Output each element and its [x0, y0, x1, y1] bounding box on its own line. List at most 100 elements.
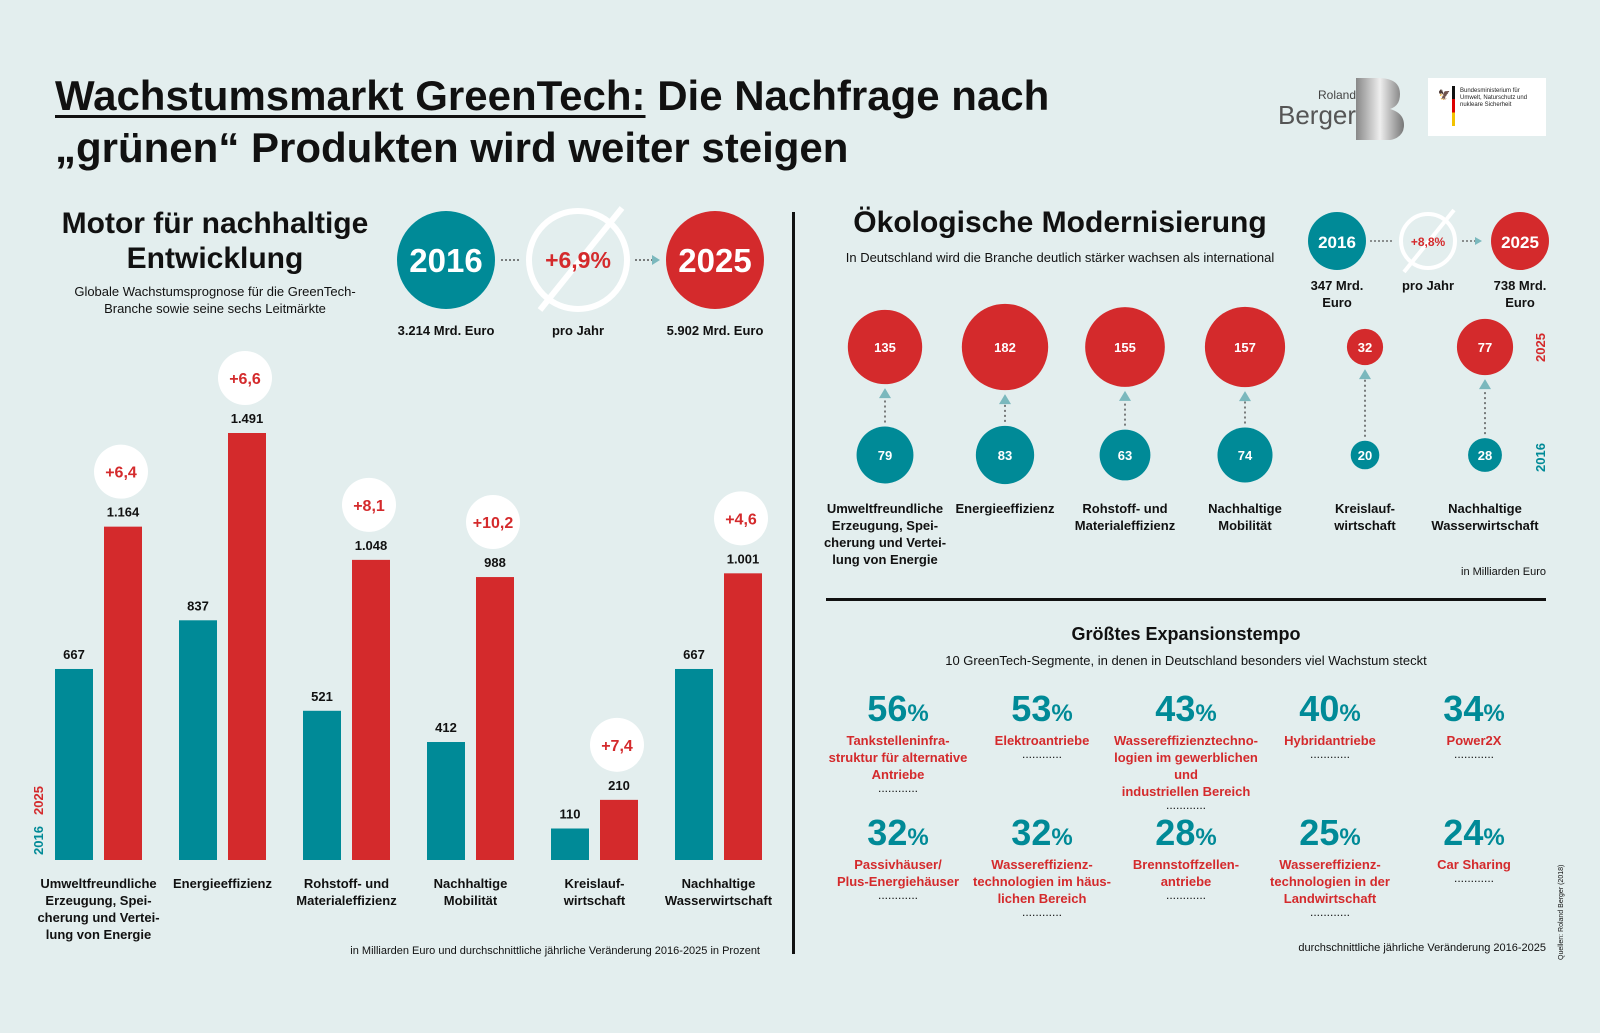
expansion-dots: ............ — [877, 888, 918, 902]
expansion-title: Größtes Expansionstempo — [1071, 624, 1301, 644]
left-growth-slash — [537, 206, 625, 312]
bubble-arrow — [1239, 391, 1251, 402]
page-title: Wachstumsmarkt GreenTech: Die Nachfrage … — [55, 70, 1049, 174]
expansion-dots: ............ — [1165, 798, 1206, 812]
bubble-2025 — [1204, 306, 1286, 388]
bubble-label-2016: 83 — [998, 448, 1012, 463]
expansion-unit: % — [1339, 700, 1361, 727]
expansion-unit: % — [907, 700, 929, 727]
category-label: Energieeffizienz — [173, 876, 272, 891]
growth-label: +6,6 — [229, 371, 261, 388]
bar-label-2016: 837 — [187, 598, 209, 613]
growth-bubble — [218, 351, 272, 405]
expansion-label: Elektroantriebe — [994, 733, 1090, 748]
bar-label-2016: 412 — [435, 720, 457, 735]
expansion-unit: % — [1051, 700, 1073, 727]
bar-label-2025: 1.164 — [107, 505, 140, 520]
expansion-item: 34% Power2X............ — [1402, 688, 1546, 760]
right-subtitle: In Deutschland wird die Branche deutlich… — [845, 250, 1275, 265]
bubble-arrow — [879, 388, 891, 399]
bar-label-2016: 110 — [560, 806, 581, 821]
expansion-value: 40% — [1299, 688, 1361, 729]
flag-stripe — [1452, 86, 1455, 126]
bar-label-2016: 667 — [683, 647, 705, 662]
bubble-arrow — [1119, 390, 1131, 401]
expansion-unit: % — [1483, 824, 1505, 851]
right-value-end-1: 738 Mrd. — [1494, 278, 1547, 293]
bubble-2025 — [1456, 318, 1514, 376]
bubble-category-label: Umweltfreundliche — [827, 501, 943, 516]
expansion-unit: % — [1195, 824, 1217, 851]
bar-label-2025: 1.048 — [355, 538, 388, 553]
expansion-value: 56% — [867, 688, 929, 729]
growth-label: +6,4 — [105, 465, 137, 482]
right-circle-2016 — [1308, 212, 1366, 270]
bubble-label-2025: 157 — [1234, 340, 1256, 355]
bubble-arrow — [999, 394, 1011, 405]
expansion-label: Power2X — [1446, 733, 1502, 748]
bar-2016 — [427, 742, 465, 860]
expansion-dots: ............ — [1165, 888, 1206, 902]
growth-bubble — [590, 717, 644, 772]
bubble-category-label: Kreislauf- — [1335, 501, 1395, 516]
left-year-end: 2025 — [678, 242, 751, 279]
bubble-2025 — [847, 309, 923, 385]
right-growth-text: +8,8% — [1411, 235, 1446, 249]
left-circle-2016 — [397, 211, 495, 309]
title-line2: „grünen“ Produkten wird weiter steigen — [55, 124, 849, 171]
expansion-value: 25% — [1299, 812, 1361, 853]
expansion-value: 43% — [1155, 688, 1217, 729]
growth-label: +7,4 — [601, 738, 633, 755]
expansion-item: 32% Wassereffizienz-technologien im häus-… — [970, 812, 1114, 918]
left-footnote: in Milliarden Euro und durchschnittliche… — [350, 945, 760, 957]
right-circle-2025 — [1491, 212, 1549, 270]
expansion-item: 40% Hybridantriebe............ — [1258, 688, 1402, 760]
left-subtitle-line2: Branche sowie seine sechs Leitmärkte — [104, 301, 326, 316]
bar-label-2025: 1.001 — [727, 551, 760, 566]
bubble-arrow — [1479, 379, 1491, 390]
expansion-value: 28% — [1155, 812, 1217, 853]
bar-label-2025: 1.491 — [231, 411, 264, 426]
right-axis-label-2025: 2025 — [1533, 333, 1548, 362]
bubble-label-2025: 135 — [874, 340, 896, 355]
expansion-label: Brennstoffzellen-antriebe — [1132, 857, 1240, 889]
bar-2025 — [228, 433, 266, 860]
expansion-unit: % — [1339, 824, 1361, 851]
expansion-dots: ............ — [1453, 871, 1494, 885]
left-title-line1: Motor für nachhaltige — [61, 207, 369, 240]
left-per-year: pro Jahr — [552, 323, 604, 338]
expansion-unit: % — [1051, 824, 1073, 851]
expansion-label: Car Sharing — [1437, 857, 1511, 872]
bubble-label-2016: 28 — [1478, 448, 1492, 463]
expansion-dots: ............ — [1309, 905, 1350, 919]
expansion-unit: % — [1195, 700, 1217, 727]
bubble-category-label: Erzeugung, Spei- — [832, 518, 938, 533]
horizontal-divider — [826, 598, 1546, 601]
bubble-category-label: Wasserwirtschaft — [1431, 518, 1539, 533]
bubble-arrow — [1359, 369, 1371, 380]
category-label: lung von Energie — [46, 927, 151, 942]
bubble-label-2016: 20 — [1358, 448, 1372, 463]
expansion-item: 56% Tankstelleninfra-struktur für alterna… — [826, 688, 970, 795]
bubble-category-label: Nachhaltige — [1208, 501, 1282, 516]
bubble-2016 — [1217, 427, 1273, 483]
expansion-value: 32% — [1011, 812, 1073, 853]
bubble-category-label: Rohstoff- und — [1082, 501, 1167, 516]
category-label: wirtschaft — [563, 893, 626, 908]
left-year-start: 2016 — [409, 242, 482, 279]
left-title: Motor für nachhaltige Entwicklung — [40, 206, 390, 276]
bubble-label-2025: 32 — [1358, 340, 1372, 355]
category-label: Mobilität — [444, 893, 498, 908]
ministry-logo: 🦅 Bundesministerium für Umwelt, Natursch… — [1428, 78, 1546, 136]
bubble-label-2025: 155 — [1114, 340, 1136, 355]
growth-label: +4,6 — [725, 511, 757, 528]
expansion-item: 43% Wassereffizienztechno-logien im gewer… — [1114, 688, 1258, 812]
expansion-value: 32% — [867, 812, 929, 853]
bar-chart: 667 1.164 +6,4 Umweltfreundliche Erzeugung, … — [31, 351, 773, 957]
bubble-2025 — [1346, 328, 1384, 366]
roland-berger-logo: Roland Berger — [1270, 78, 1410, 140]
category-label: Wasserwirtschaft — [665, 893, 773, 908]
right-arrow-head — [1475, 237, 1482, 245]
vertical-divider — [792, 212, 795, 954]
expansion-dots: ............ — [877, 781, 918, 795]
